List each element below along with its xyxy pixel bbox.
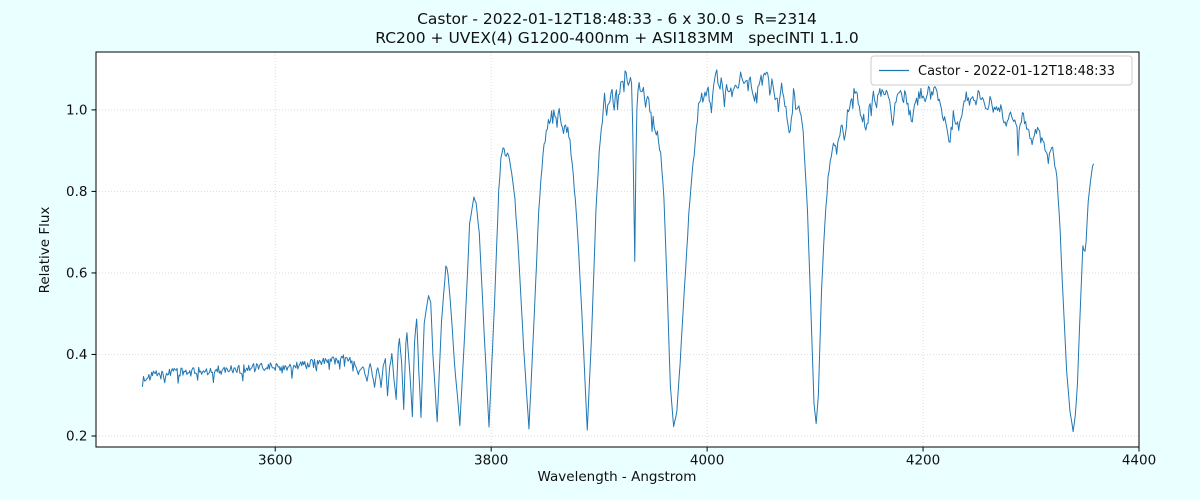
y-tick-label: 1.0: [66, 102, 87, 118]
legend-label: Castor - 2022-01-12T18:48:33: [918, 64, 1115, 79]
y-axis-label: Relative Flux: [37, 207, 53, 294]
x-tick-label: 4400: [1122, 453, 1156, 469]
chart-title: Castor - 2022-01-12T18:48:33 - 6 x 30.0 …: [417, 10, 817, 28]
y-tick-label: 0.8: [66, 184, 87, 200]
plot-layer: [141, 69, 1095, 433]
axes-background: [96, 52, 1139, 447]
axes-spines: [95, 51, 1140, 448]
legend-box: [870, 55, 1133, 86]
tick-layer: 3600 3800 4000 4200 4400 0.2 0.4 0.6 0.8 1.0: [66, 102, 1156, 468]
y-tick-label: 0.4: [66, 347, 87, 363]
x-tick-label: 4000: [690, 453, 724, 469]
legend: Castor - 2022-01-12T18:48:33: [870, 55, 1133, 86]
x-tick-label: 3800: [474, 453, 508, 469]
y-tick-label: 0.2: [66, 428, 87, 444]
x-axis-label: Wavelength - Angstrom: [538, 469, 697, 485]
x-tick-label: 4200: [906, 453, 940, 469]
spectrum-line: [141, 69, 1095, 433]
y-tick-label: 0.6: [66, 265, 87, 281]
chart-subtitle: RC200 + UVEX(4) G1200-400nm + ASI183MM s…: [375, 29, 859, 47]
x-tick-label: 3600: [258, 453, 292, 469]
